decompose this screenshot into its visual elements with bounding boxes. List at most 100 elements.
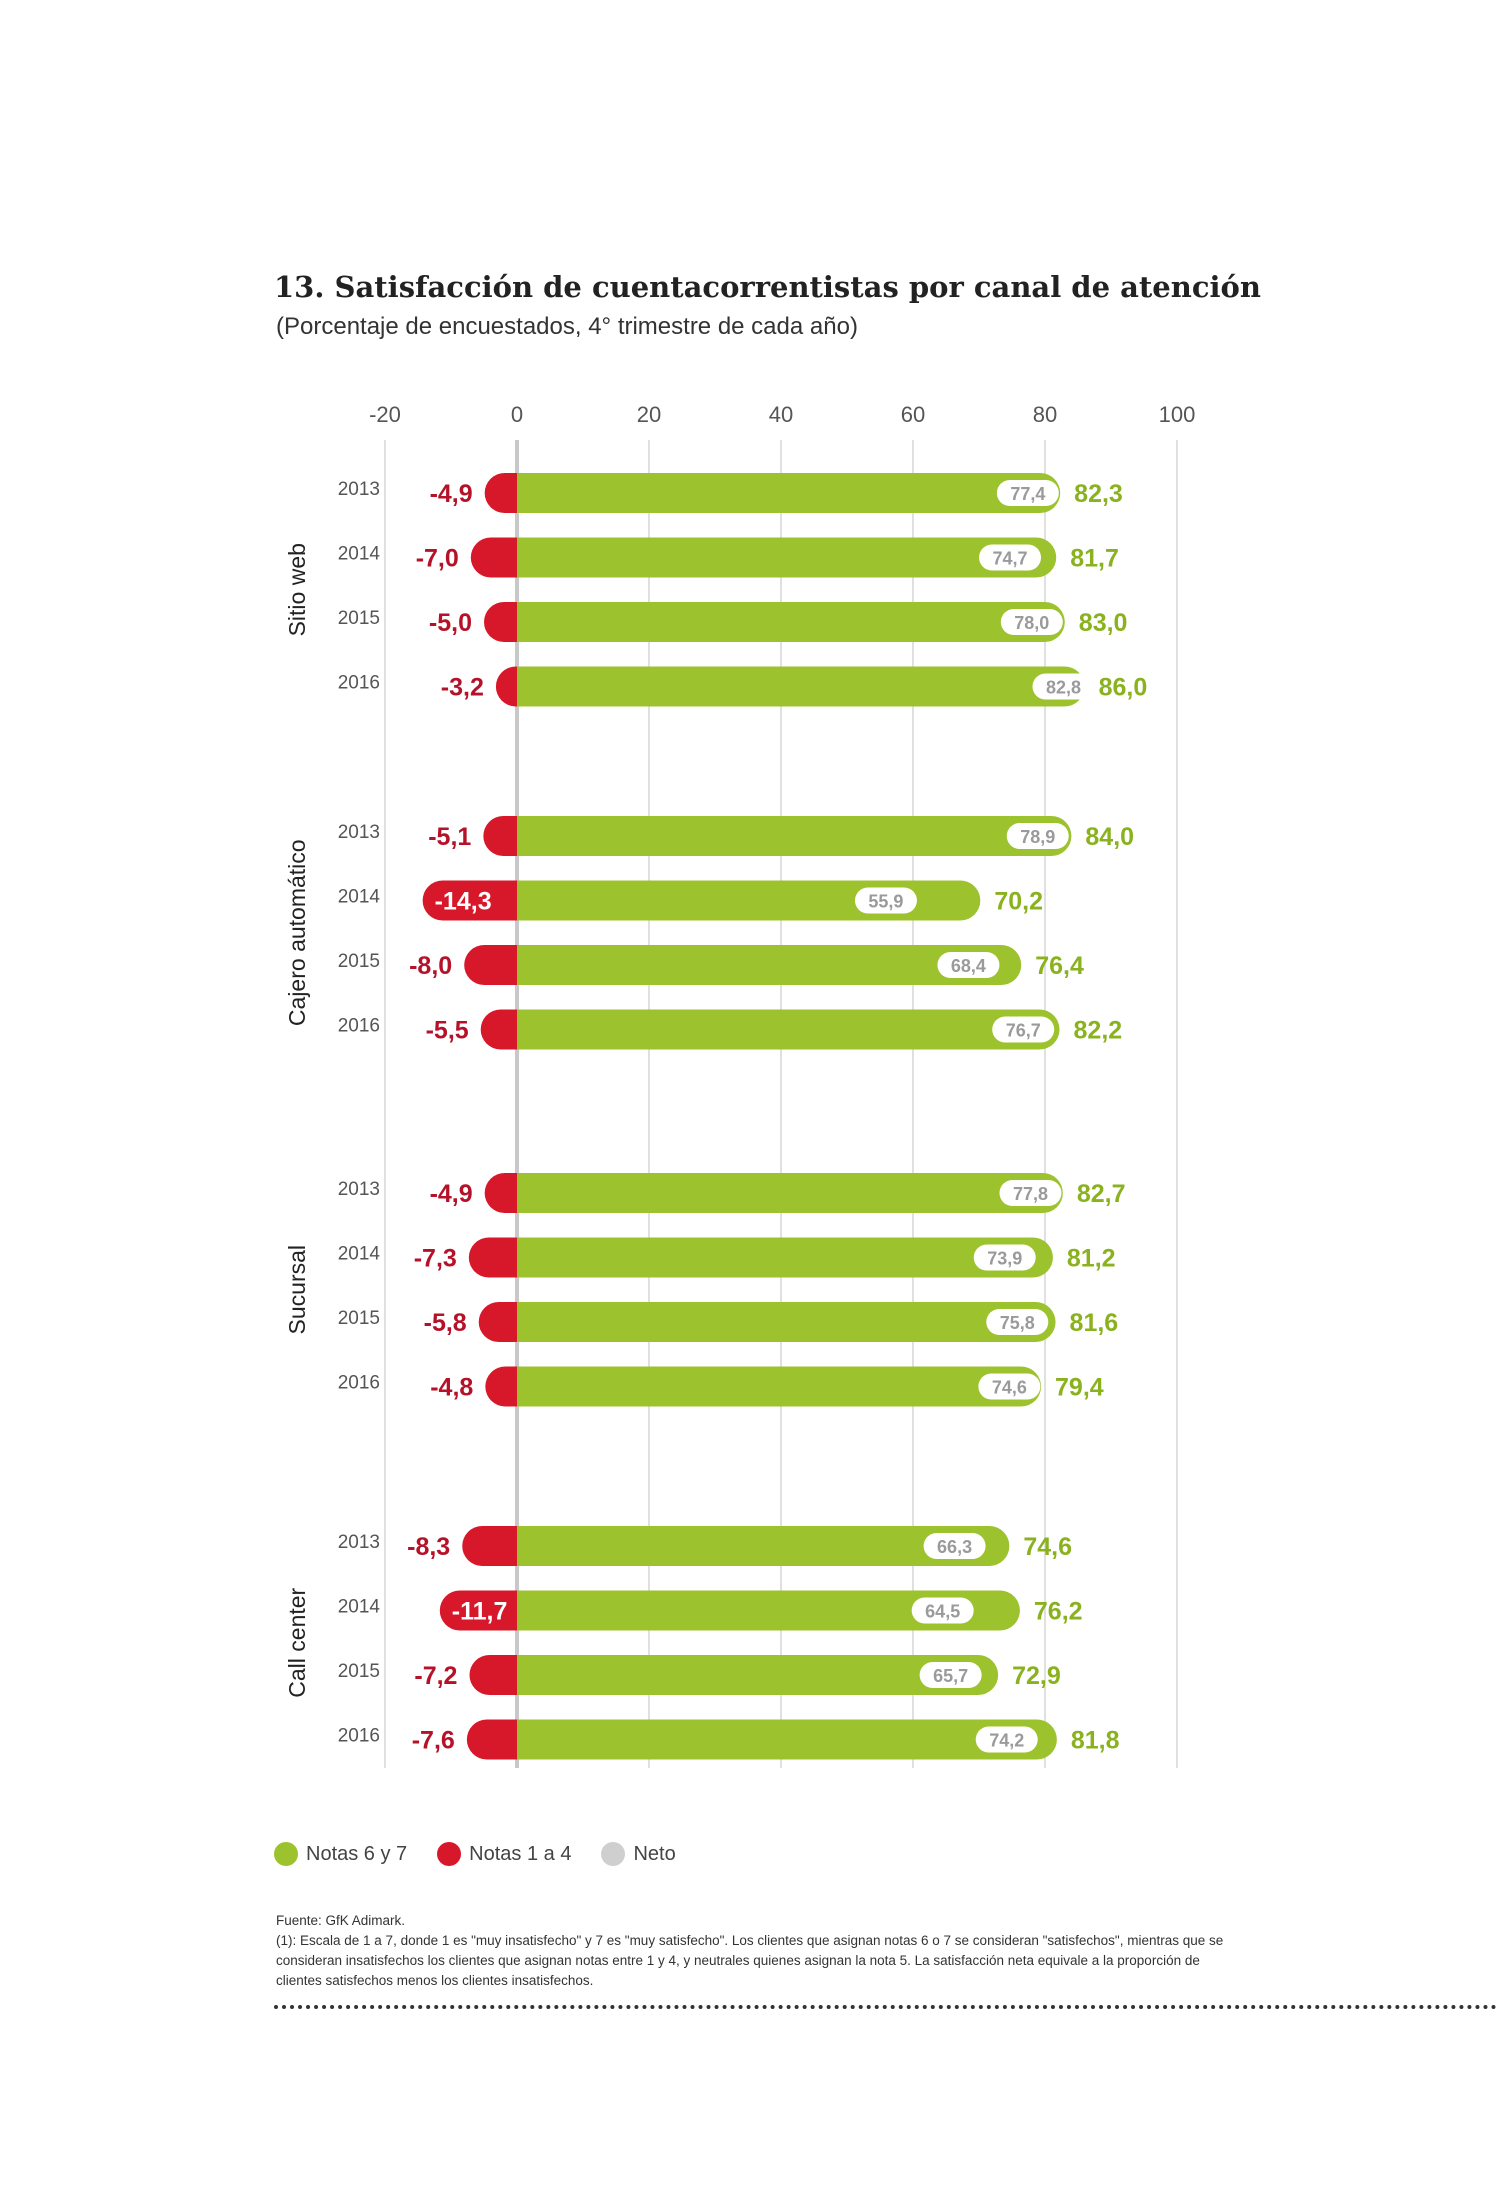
positive-value-label: 70,2 bbox=[994, 888, 1043, 916]
negative-bar bbox=[470, 537, 517, 578]
negative-value-label: -8,0 bbox=[409, 952, 452, 980]
positive-bar bbox=[517, 1590, 1020, 1631]
net-value-label: 77,4 bbox=[1010, 484, 1045, 504]
year-label: 2014 bbox=[338, 1244, 381, 1265]
positive-bar bbox=[517, 1009, 1060, 1050]
legend-swatch-negative bbox=[437, 1842, 462, 1866]
negative-bar bbox=[484, 473, 517, 513]
positive-bar bbox=[517, 945, 1022, 985]
net-value-label: 64,5 bbox=[925, 1602, 960, 1622]
negative-bar bbox=[480, 1009, 517, 1050]
net-pill bbox=[923, 1533, 986, 1559]
net-value-label: 75,8 bbox=[1000, 1313, 1035, 1333]
satisfaction-chart: -20 0 20 40 60 80 100 Sitio web 2013 -4,9 82,3 77,4… bbox=[284, 402, 1195, 1768]
negative-value-label: -5,5 bbox=[426, 1017, 469, 1045]
net-value-label: 74,6 bbox=[992, 1378, 1027, 1398]
year-label: 2015 bbox=[338, 608, 380, 629]
positive-value-label: 82,7 bbox=[1077, 1180, 1126, 1208]
positive-bar bbox=[517, 666, 1085, 707]
year-label: 2013 bbox=[338, 822, 380, 843]
net-pill bbox=[986, 1309, 1049, 1335]
negative-value-label: -14,3 bbox=[435, 888, 492, 916]
year-label: 2016 bbox=[338, 1016, 380, 1037]
net-pill bbox=[854, 887, 917, 914]
year-label: 2013 bbox=[338, 1532, 380, 1553]
negative-bar bbox=[485, 1366, 517, 1407]
net-value-label: 68,4 bbox=[951, 956, 986, 976]
net-pill bbox=[975, 1726, 1038, 1753]
negative-bar bbox=[468, 1237, 517, 1278]
net-value-label: 65,7 bbox=[933, 1666, 968, 1686]
x-tick-label: 0 bbox=[511, 402, 523, 427]
negative-bar bbox=[469, 1655, 517, 1695]
net-value-label: 78,0 bbox=[1014, 613, 1049, 633]
negative-value-label: -5,1 bbox=[428, 823, 471, 851]
year-label: 2013 bbox=[338, 479, 380, 500]
legend-item-negative: Notas 1 a 4 bbox=[437, 1842, 571, 1866]
positive-value-label: 83,0 bbox=[1079, 609, 1128, 637]
legend-swatch-positive bbox=[274, 1842, 298, 1866]
positive-value-label: 82,2 bbox=[1074, 1017, 1123, 1045]
negative-value-label: -8,3 bbox=[407, 1533, 450, 1561]
negative-bar bbox=[483, 816, 517, 856]
positive-value-label: 84,0 bbox=[1085, 823, 1134, 851]
chart-title: 13. Satisfacción de cuentacorrentistas p… bbox=[274, 270, 1261, 304]
year-label: 2015 bbox=[338, 951, 380, 972]
positive-bar bbox=[517, 1719, 1057, 1760]
net-value-label: 55,9 bbox=[868, 892, 903, 912]
positive-value-label: 72,9 bbox=[1012, 1662, 1061, 1690]
negative-value-label: -7,3 bbox=[414, 1245, 457, 1273]
year-label: 2015 bbox=[338, 1308, 380, 1329]
negative-bar bbox=[484, 1173, 517, 1213]
net-pill bbox=[911, 1597, 974, 1624]
net-pill bbox=[919, 1662, 982, 1688]
positive-bar bbox=[517, 1366, 1042, 1407]
legend-label-positive: Notas 6 y 7 bbox=[306, 1842, 408, 1865]
negative-value-label: -4,9 bbox=[430, 480, 473, 508]
legend-label-negative: Notas 1 a 4 bbox=[469, 1842, 572, 1865]
net-pill bbox=[996, 480, 1059, 506]
positive-value-label: 81,6 bbox=[1070, 1309, 1119, 1337]
net-pill bbox=[1032, 673, 1095, 700]
year-label: 2014 bbox=[338, 1597, 381, 1618]
positive-bar bbox=[517, 1655, 999, 1695]
x-tick-label: 20 bbox=[637, 402, 661, 427]
positive-value-label: 76,4 bbox=[1035, 952, 1084, 980]
year-label: 2016 bbox=[338, 673, 380, 694]
positive-value-label: 81,8 bbox=[1071, 1727, 1120, 1755]
positive-bar bbox=[517, 1173, 1063, 1213]
legend-label-net: Neto bbox=[633, 1842, 676, 1865]
positive-bar bbox=[517, 473, 1061, 513]
group-label: Sucursal bbox=[284, 1245, 310, 1334]
net-pill bbox=[978, 1373, 1041, 1400]
x-tick-label: 80 bbox=[1033, 402, 1057, 427]
year-label: 2013 bbox=[338, 1179, 380, 1200]
year-label: 2015 bbox=[338, 1661, 380, 1682]
negative-value-label: -3,2 bbox=[441, 674, 484, 702]
net-pill bbox=[992, 1016, 1055, 1043]
net-pill bbox=[999, 1180, 1062, 1206]
year-label: 2016 bbox=[338, 1726, 380, 1747]
net-value-label: 76,7 bbox=[1006, 1021, 1041, 1041]
negative-bar bbox=[439, 1590, 517, 1631]
net-value-label: 73,9 bbox=[987, 1249, 1022, 1269]
net-value-label: 74,7 bbox=[992, 549, 1027, 569]
net-value-label: 77,8 bbox=[1013, 1184, 1048, 1204]
net-pill bbox=[979, 544, 1042, 571]
scale-note: (1): Escala de 1 a 7, donde 1 es "muy in… bbox=[276, 1933, 1224, 1988]
net-value-label: 82,8 bbox=[1046, 678, 1081, 698]
legend-item-positive: Notas 6 y 7 bbox=[274, 1842, 407, 1866]
negative-bar bbox=[478, 1302, 517, 1342]
negative-bar bbox=[495, 666, 517, 707]
positive-bar bbox=[517, 537, 1057, 578]
group-label: Sitio web bbox=[284, 543, 310, 636]
x-tick-label: -20 bbox=[369, 402, 401, 427]
net-value-label: 66,3 bbox=[937, 1537, 972, 1557]
net-pill bbox=[973, 1244, 1036, 1271]
positive-value-label: 74,6 bbox=[1023, 1533, 1072, 1561]
positive-bar bbox=[517, 1302, 1056, 1342]
negative-value-label: -11,7 bbox=[452, 1598, 508, 1626]
net-pill bbox=[937, 952, 1000, 978]
negative-value-label: -7,6 bbox=[412, 1727, 455, 1755]
positive-bar bbox=[517, 816, 1072, 856]
